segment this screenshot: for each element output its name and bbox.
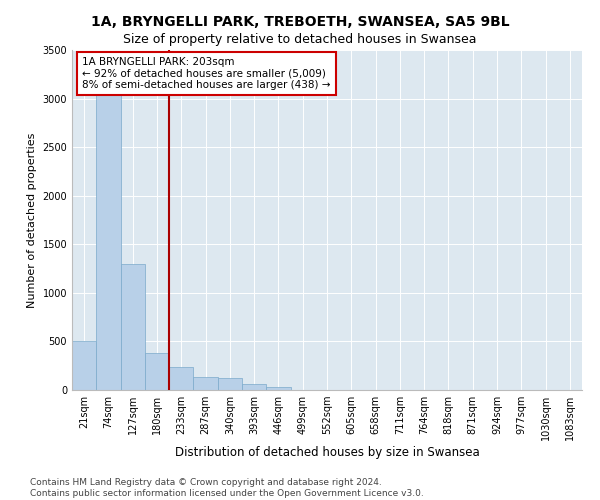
Bar (266, 387, 290, 390)
Text: 1A, BRYNGELLI PARK, TREBOETH, SWANSEA, SA5 9BL: 1A, BRYNGELLI PARK, TREBOETH, SWANSEA, S… (91, 15, 509, 29)
Bar (96, 70, 121, 390)
Text: Size of property relative to detached houses in Swansea: Size of property relative to detached ho… (123, 32, 477, 46)
Bar (121, 264, 145, 390)
Bar (242, 384, 266, 390)
Y-axis label: Number of detached properties: Number of detached properties (27, 132, 37, 308)
Text: 1A BRYNGELLI PARK: 203sqm
← 92% of detached houses are smaller (5,009)
8% of sem: 1A BRYNGELLI PARK: 203sqm ← 92% of detac… (82, 57, 331, 90)
Bar (145, 353, 169, 390)
Bar (193, 378, 218, 390)
Bar (169, 366, 193, 390)
Bar (72, 342, 96, 390)
Bar (218, 378, 242, 390)
Text: Contains HM Land Registry data © Crown copyright and database right 2024.
Contai: Contains HM Land Registry data © Crown c… (30, 478, 424, 498)
X-axis label: Distribution of detached houses by size in Swansea: Distribution of detached houses by size … (175, 446, 479, 458)
